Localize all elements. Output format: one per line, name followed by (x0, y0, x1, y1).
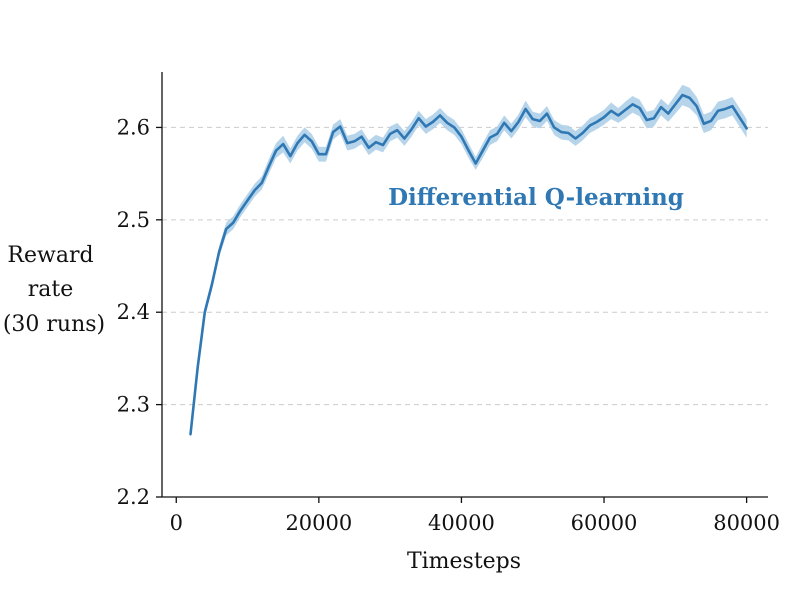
y-tick-label: 2.4 (117, 300, 150, 324)
x-axis-label: Timesteps (407, 549, 521, 574)
y-axis-label-line: Reward (7, 243, 93, 268)
x-tick-label: 80000 (713, 511, 780, 535)
series-line (189, 93, 748, 436)
x-tick-label: 0 (170, 511, 183, 535)
x-tick-label: 20000 (285, 511, 352, 535)
x-tick-label: 60000 (571, 511, 638, 535)
y-tick-label: 2.6 (117, 115, 150, 139)
x-tick-label: 40000 (428, 511, 495, 535)
y-tick-label: 2.5 (117, 208, 150, 232)
y-tick-label: 2.3 (117, 393, 150, 417)
series-line-layer (189, 93, 748, 436)
x-ticks: 0 20000 40000 60000 80000 (170, 497, 780, 535)
grid-lines (162, 126, 768, 406)
y-ticks: 2.2 2.3 2.4 2.5 2.6 (117, 115, 162, 509)
series-annotation: Differential Q-learning (388, 184, 684, 211)
confidence-band (190, 84, 747, 438)
confidence-band-layer (190, 84, 747, 438)
y-tick-label: 2.2 (117, 485, 150, 509)
y-axis-label: Reward rate (30 runs) (3, 243, 105, 337)
y-axis-label-line: (30 runs) (3, 312, 105, 337)
y-axis-label-line: rate (28, 277, 74, 302)
axes (161, 72, 768, 498)
